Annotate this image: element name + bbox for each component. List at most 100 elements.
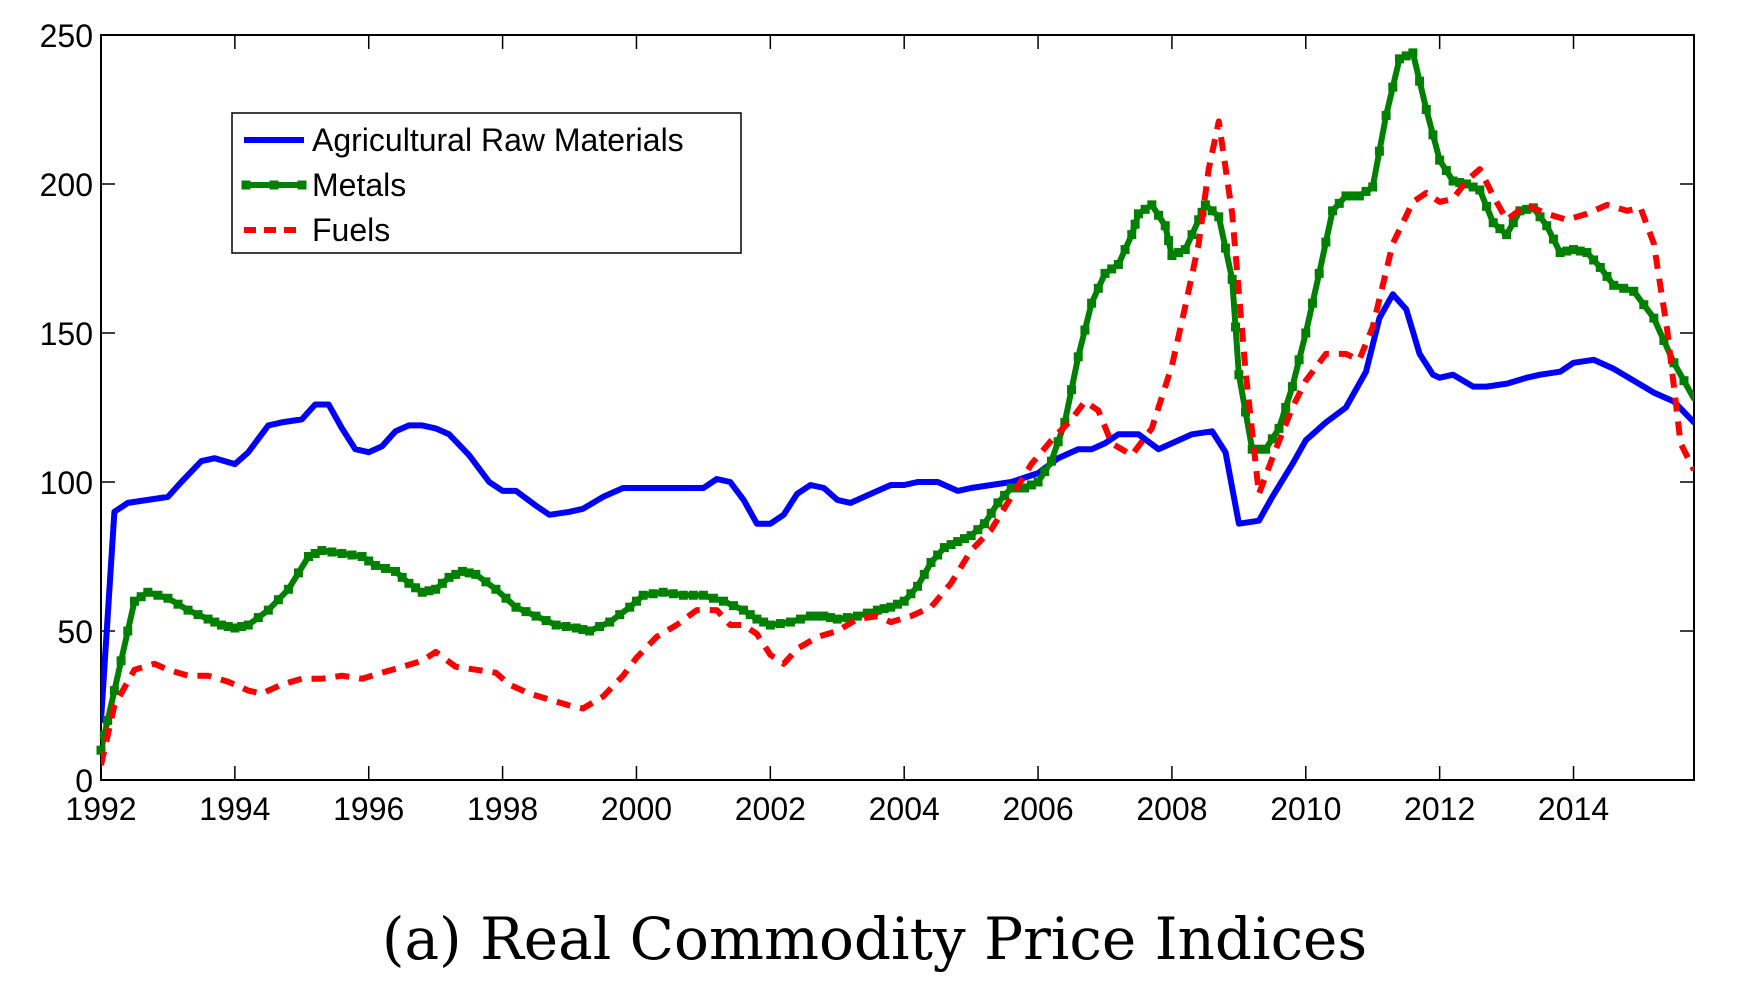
series-marker	[571, 623, 581, 633]
series-marker	[1562, 246, 1572, 256]
series-marker	[1388, 82, 1398, 92]
series-marker	[451, 569, 461, 579]
series-marker	[953, 537, 963, 547]
series-marker	[1548, 234, 1558, 244]
series-marker	[1107, 264, 1117, 274]
series-marker	[1602, 271, 1612, 281]
series-marker	[303, 552, 313, 561]
series-marker	[939, 543, 949, 553]
series-marker	[1629, 286, 1639, 296]
series-marker	[1441, 166, 1451, 176]
series-marker	[1174, 248, 1184, 258]
series-marker	[842, 613, 852, 623]
series-marker	[1294, 355, 1304, 365]
legend-label-1: Metals	[312, 167, 406, 203]
series-marker	[1495, 224, 1505, 234]
series-marker	[1133, 209, 1143, 219]
series-marker	[698, 590, 708, 600]
series-marker	[1241, 407, 1251, 417]
y-tick-label: 150	[40, 316, 93, 352]
series-marker	[327, 547, 337, 557]
x-tick-label: 1998	[467, 791, 538, 827]
series-marker	[1314, 268, 1324, 278]
series-marker	[1461, 179, 1471, 189]
series-marker	[638, 590, 648, 600]
series-marker	[103, 715, 113, 725]
series-marker	[347, 550, 357, 560]
series-marker	[1187, 230, 1197, 240]
series-marker	[143, 587, 153, 597]
series-marker	[1348, 191, 1358, 201]
y-tick-label: 0	[75, 763, 93, 799]
series-marker	[337, 549, 347, 559]
series-marker	[1267, 434, 1277, 444]
series-marker	[759, 617, 769, 627]
series-marker	[1073, 352, 1083, 362]
series-marker	[561, 622, 571, 632]
series-marker	[595, 622, 605, 632]
series-marker	[765, 620, 775, 630]
series-marker	[1231, 322, 1241, 332]
series-marker	[237, 622, 247, 632]
series-marker	[1508, 218, 1518, 228]
series-marker	[1535, 212, 1545, 222]
series-marker	[444, 572, 454, 582]
series-marker	[1589, 255, 1599, 265]
series-marker	[585, 626, 595, 636]
series-marker	[1200, 200, 1210, 210]
series-marker	[116, 656, 126, 666]
legend-marker	[241, 180, 251, 190]
series-marker	[812, 611, 822, 621]
x-tick-label: 1994	[199, 791, 270, 827]
legend-label-0: Agricultural Raw Materials	[312, 122, 684, 158]
series-marker	[263, 605, 273, 615]
series-marker	[795, 614, 805, 624]
series-marker	[273, 595, 283, 605]
series-marker	[986, 508, 996, 518]
y-tick-label: 100	[40, 465, 93, 501]
series-marker	[832, 614, 842, 624]
series-marker	[1214, 212, 1224, 222]
series-marker	[886, 602, 896, 612]
axis-ticks: 1992 1994 1996 1998 2000 2002 2004 2006 2008 2010…	[40, 18, 1694, 827]
x-tick-label: 2002	[735, 791, 806, 827]
series-marker	[1321, 237, 1331, 247]
series-marker	[1659, 335, 1669, 345]
series-marker	[605, 617, 615, 627]
y-tick-label: 50	[57, 614, 93, 650]
series-marker	[1040, 467, 1050, 477]
series-marker	[364, 556, 374, 566]
series-marker	[491, 584, 501, 594]
series-marker	[541, 616, 551, 626]
series-marker	[96, 745, 106, 755]
series-marker	[1033, 477, 1043, 487]
series-marker	[1287, 382, 1297, 392]
series-marker	[1575, 246, 1585, 256]
series-marker	[1415, 76, 1425, 86]
series-marker	[1475, 185, 1485, 195]
series-marker	[959, 534, 969, 544]
series-marker	[805, 611, 815, 621]
series-marker	[223, 622, 233, 632]
series-marker	[457, 566, 467, 576]
series-marker	[1408, 48, 1418, 58]
series-line-0	[101, 291, 1694, 724]
series-marker	[424, 586, 434, 596]
legend-marker	[269, 180, 279, 190]
series-marker	[1381, 110, 1391, 120]
series-marker	[1274, 423, 1284, 433]
series-marker	[1207, 206, 1217, 216]
series-marker	[819, 611, 829, 621]
series-marker	[1569, 245, 1579, 255]
series-marker	[625, 602, 635, 612]
series-marker	[1147, 200, 1157, 210]
series-marker	[391, 566, 401, 576]
series-marker	[615, 610, 625, 620]
series-marker	[906, 589, 916, 599]
series-marker	[370, 560, 380, 570]
series-marker	[193, 610, 203, 620]
series-marker	[1649, 313, 1659, 323]
series-marker	[1100, 268, 1110, 278]
series-marker	[852, 611, 862, 621]
series-marker	[1261, 444, 1271, 454]
